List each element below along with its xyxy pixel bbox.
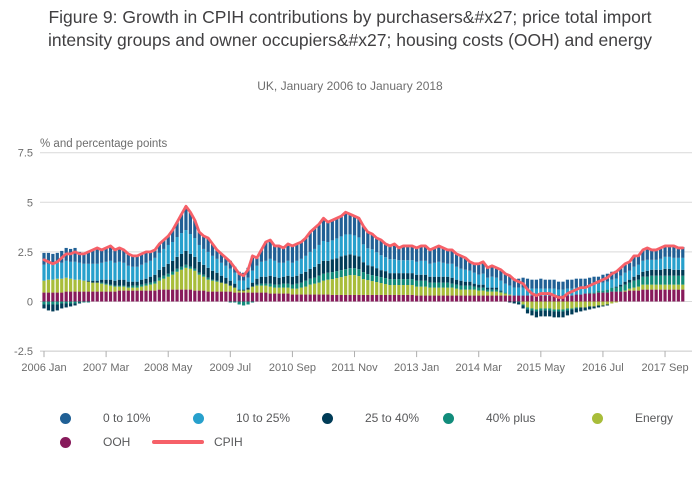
- series-bars-10-to-25-[interactable]: [42, 230, 685, 296]
- legend-dot-10-to-25-icon: [193, 412, 204, 424]
- legend-item-cpih[interactable]: CPIH: [152, 435, 243, 449]
- chart-subtitle: UK, January 2006 to January 2018: [257, 79, 443, 93]
- x-tick-label: 2016 Jul: [582, 362, 624, 374]
- legend-item-ooh[interactable]: OOH: [60, 435, 130, 449]
- series-bars-energy[interactable]: [42, 267, 685, 310]
- series-bars-40-plus[interactable]: [42, 264, 685, 312]
- y-tick-label: 2.5: [18, 247, 33, 259]
- x-tick-label: 2008 May: [144, 362, 193, 374]
- legend-dot-40-plus-icon: [443, 412, 454, 424]
- x-tick-label: 2013 Jan: [394, 362, 439, 374]
- y-tick-label: 7.5: [18, 148, 33, 160]
- legend-item-energy[interactable]: Energy: [592, 411, 673, 425]
- x-tick-label: 2007 Mar: [83, 362, 130, 374]
- y-axis-unit-label: % and percentage points: [40, 138, 167, 150]
- legend-item-40-plus[interactable]: 40% plus: [443, 411, 535, 425]
- legend-item-25-to-40[interactable]: 25 to 40%: [322, 411, 419, 425]
- x-tick-label: 2009 Jul: [210, 362, 252, 374]
- x-tick-label: 2014 Mar: [455, 362, 502, 374]
- legend-dot-25-to-40-icon: [322, 412, 333, 424]
- y-tick-label: 0: [27, 297, 33, 309]
- cpih-line[interactable]: [42, 204, 685, 299]
- legend-label: CPIH: [214, 435, 243, 449]
- y-tick-label: 5: [27, 197, 33, 209]
- legend-label: Energy: [635, 411, 674, 425]
- x-tick-label: 2015 May: [517, 362, 566, 374]
- x-tick-label: 2006 Jan: [21, 362, 66, 374]
- chart-title: Figure 9: Growth in CPIH contributions b…: [47, 7, 653, 51]
- legend-label: 10 to 25%: [236, 411, 291, 425]
- legend-dot-ooh-icon: [60, 436, 71, 448]
- legend-label: OOH: [103, 435, 131, 449]
- y-tick-label: -2.5: [14, 346, 33, 358]
- legend-dot-0-to-10-icon: [60, 412, 71, 424]
- legend-label: 0 to 10%: [103, 411, 151, 425]
- legend-dot-energy-icon: [592, 412, 603, 424]
- x-tick-label: 2010 Sep: [269, 362, 316, 374]
- legend-item-0-to-10[interactable]: 0 to 10%: [60, 411, 150, 425]
- legend-label: 25 to 40%: [365, 411, 420, 425]
- series-bars-25-to-40-[interactable]: [42, 250, 685, 318]
- legend-item-10-to-25[interactable]: 10 to 25%: [193, 411, 290, 425]
- legend-label: 40% plus: [486, 411, 536, 425]
- x-tick-label: 2017 Sep: [641, 362, 688, 374]
- x-tick-label: 2011 Nov: [331, 362, 378, 374]
- legend-line-cpih-icon: [152, 440, 204, 444]
- series-bars-0-to-10-[interactable]: [42, 206, 685, 290]
- series-bars-ooh[interactable]: [42, 289, 685, 302]
